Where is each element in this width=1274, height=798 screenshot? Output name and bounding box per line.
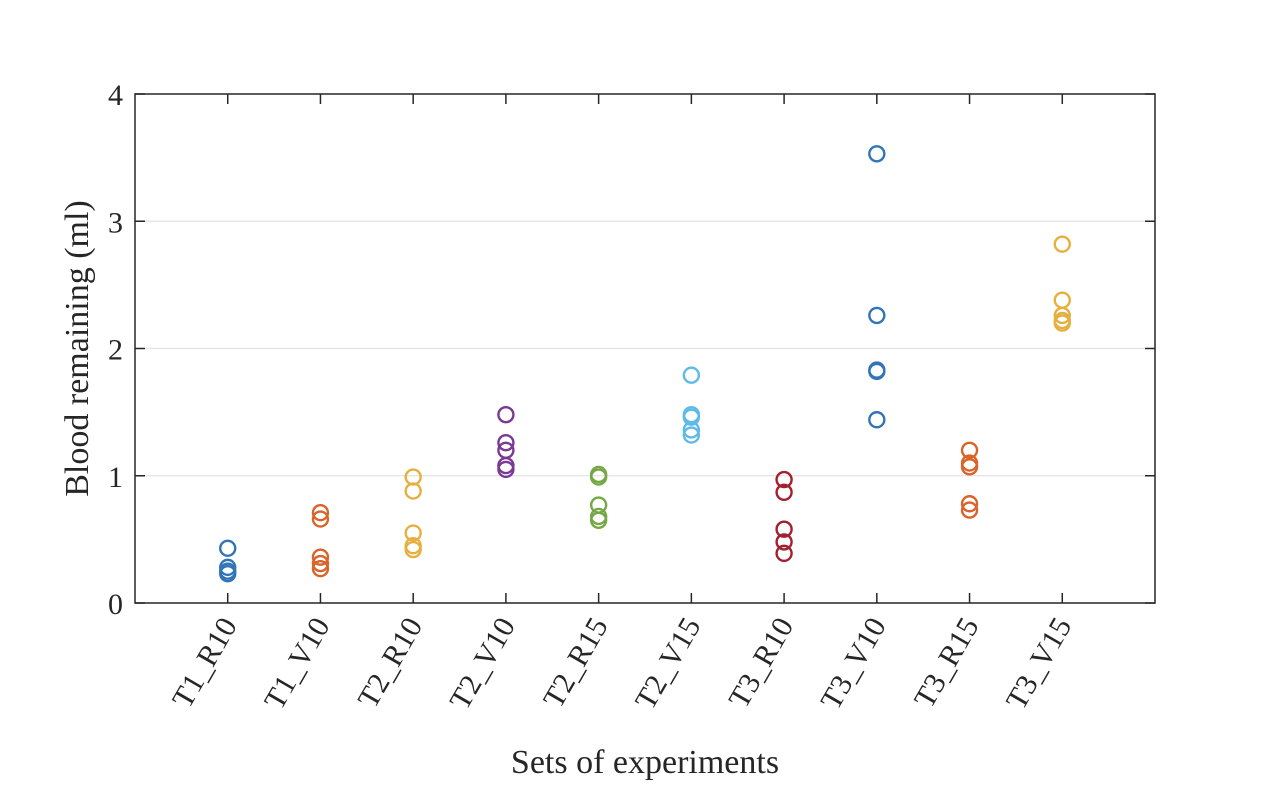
grid-lines — [135, 220, 1155, 477]
data-point — [311, 503, 330, 522]
x-tick-label: T3_R10 — [722, 612, 800, 714]
x-tick-label: T2_V10 — [443, 612, 522, 715]
data-point — [589, 511, 608, 529]
data-point — [960, 495, 979, 513]
data-point — [1053, 306, 1071, 325]
data-point — [682, 421, 701, 439]
y-tick-label: 2 — [108, 334, 123, 367]
data-point — [682, 426, 701, 444]
data-points — [219, 145, 1071, 583]
data-point — [682, 408, 701, 426]
data-point — [219, 565, 237, 583]
data-point — [775, 483, 793, 501]
data-point — [497, 433, 515, 452]
data-point — [404, 482, 422, 500]
data-point — [311, 559, 330, 578]
x-tick-label: T1_V10 — [258, 612, 337, 715]
data-point — [960, 501, 979, 519]
y-tick-label: 3 — [108, 206, 123, 239]
y-tick-label: 0 — [108, 588, 123, 621]
data-point — [311, 548, 330, 566]
data-point — [404, 540, 422, 559]
x-tick-label: T3_V10 — [814, 612, 893, 715]
data-point — [868, 362, 886, 381]
data-point — [682, 366, 701, 384]
data-point — [775, 470, 793, 489]
x-tick-label: T3_R15 — [908, 612, 986, 714]
data-point — [775, 520, 793, 538]
x-axis-label: Sets of experiments — [511, 744, 779, 781]
data-point — [868, 145, 886, 163]
data-point — [775, 544, 793, 563]
x-tick-label: T2_R15 — [537, 612, 615, 714]
x-tick-label: T2_R10 — [351, 612, 429, 714]
data-point — [311, 510, 330, 528]
data-point — [868, 306, 886, 325]
y-axis-ticks: 0 1 2 3 4 — [108, 79, 1155, 621]
x-tick-label: T1_R10 — [166, 612, 244, 714]
data-point — [1053, 314, 1071, 332]
data-point — [1053, 235, 1071, 253]
data-point — [497, 460, 515, 479]
x-tick-label: T3_V15 — [1000, 612, 1079, 715]
y-tick-label: 1 — [108, 461, 123, 494]
y-axis-label: Blood remaining (ml) — [59, 200, 96, 497]
data-point — [404, 468, 422, 486]
data-point — [960, 458, 979, 476]
data-point — [219, 539, 237, 557]
data-point — [775, 533, 793, 551]
data-point — [1053, 291, 1071, 309]
data-point — [960, 441, 979, 459]
data-point — [868, 411, 886, 429]
x-axis-ticks: T1_R10 T1_V10 T2_R10 T2_V10 T2_R15 T2_V15 T3_R… — [166, 94, 1078, 715]
data-point — [589, 468, 608, 486]
y-tick-label: 4 — [108, 79, 123, 112]
data-point — [497, 405, 515, 424]
x-tick-label: T2_V15 — [629, 612, 708, 715]
data-point — [311, 554, 330, 573]
data-point — [404, 524, 422, 542]
